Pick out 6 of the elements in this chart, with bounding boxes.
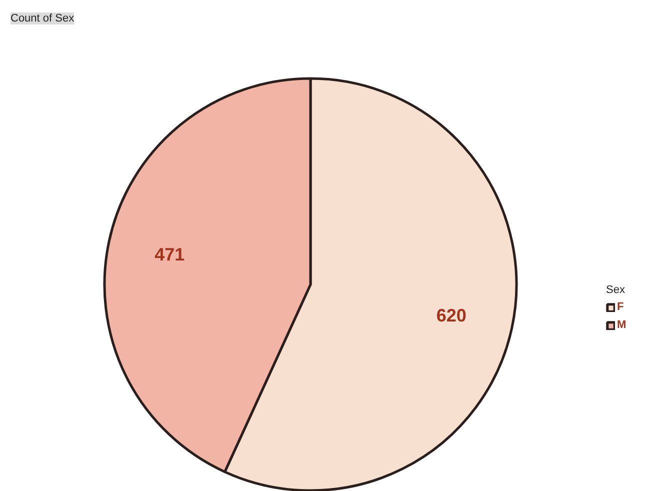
data-label: 471 — [154, 244, 185, 264]
legend-title: Sex — [606, 284, 626, 296]
legend-label: F — [617, 301, 625, 313]
chart-title: Count of Sex — [10, 12, 75, 24]
legend-label: M — [617, 319, 628, 331]
data-label: 620 — [436, 306, 466, 326]
